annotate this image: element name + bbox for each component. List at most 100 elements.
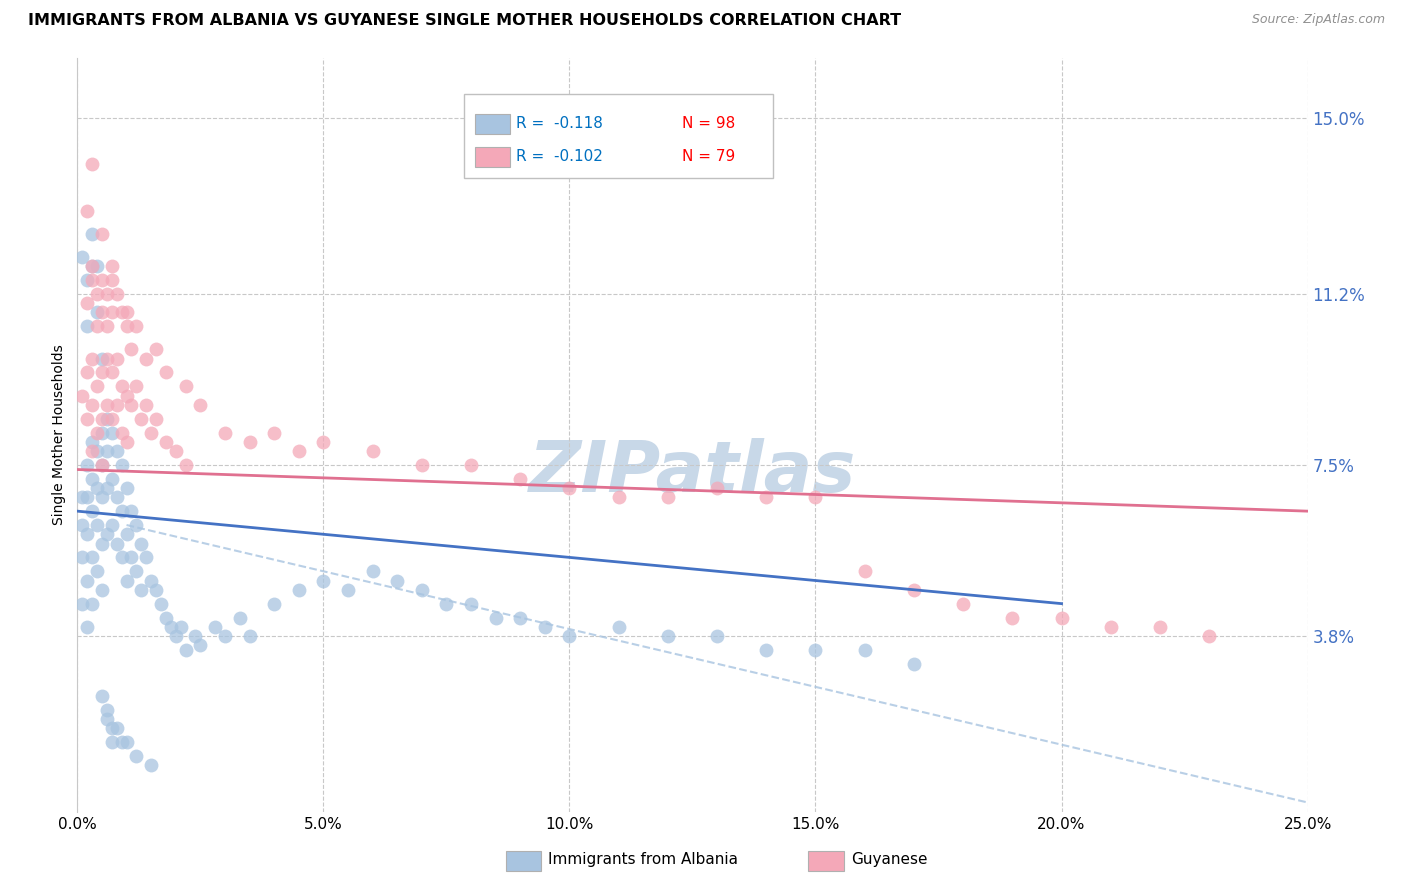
Point [121,550,143,565]
Point [96,703,118,717]
Point [86,564,108,578]
Point [1050,610,1073,624]
Point [165,444,187,458]
Point [184,629,207,643]
Point [86,305,108,319]
Point [76,458,98,472]
Point [90,458,114,472]
Point [86,259,108,273]
Point [125,749,148,764]
Point [82,351,104,366]
Point [76,203,98,218]
Point [121,398,143,412]
Point [174,379,197,393]
Point [1001,610,1024,624]
Point [509,472,531,486]
Point [288,444,311,458]
Point [90,490,114,504]
Point [96,398,118,412]
Point [70,550,93,565]
Point [129,582,153,597]
Point [101,735,124,749]
Point [174,643,197,657]
Point [141,758,163,772]
Point [657,490,679,504]
Point [105,490,128,504]
Point [755,643,778,657]
Point [111,425,132,440]
Point [82,504,104,518]
Point [90,582,114,597]
Point [96,527,118,541]
Point [135,398,157,412]
Point [121,343,143,357]
Y-axis label: Single Mother Households: Single Mother Households [52,344,66,525]
Point [125,564,148,578]
Point [534,620,557,634]
Point [111,735,132,749]
Point [263,425,285,440]
Text: IMMIGRANTS FROM ALBANIA VS GUYANESE SINGLE MOTHER HOUSEHOLDS CORRELATION CHART: IMMIGRANTS FROM ALBANIA VS GUYANESE SING… [28,13,901,29]
Point [96,286,118,301]
Point [86,481,108,495]
Point [155,434,177,449]
Point [337,582,360,597]
Point [288,582,311,597]
Point [86,319,108,334]
Point [70,388,93,402]
Point [706,629,728,643]
Point [263,597,285,611]
Point [105,398,128,412]
Point [82,259,104,273]
Point [141,574,163,588]
Point [82,550,104,565]
Point [70,490,93,504]
Point [115,574,138,588]
Point [101,722,124,736]
Point [214,629,236,643]
Point [1198,629,1220,643]
Point [952,597,974,611]
Point [853,564,876,578]
Point [90,366,114,380]
Point [115,481,138,495]
Point [228,610,252,624]
Text: Guyanese: Guyanese [851,853,927,867]
Point [115,434,138,449]
Point [312,574,335,588]
Point [76,319,98,334]
Text: R =  -0.118: R = -0.118 [516,117,603,131]
Point [90,305,114,319]
Point [361,564,384,578]
Point [101,411,124,425]
Point [82,259,104,273]
Point [460,458,482,472]
Point [155,610,177,624]
Point [86,518,108,533]
Point [188,398,212,412]
Point [101,518,124,533]
Point [105,444,128,458]
Point [76,620,98,634]
Point [82,444,104,458]
Point [82,227,104,241]
Point [101,425,124,440]
Point [111,504,132,518]
Point [101,273,124,287]
Point [96,411,118,425]
Point [657,629,679,643]
Point [150,597,173,611]
Point [1149,620,1171,634]
Point [903,582,925,597]
Point [129,411,153,425]
Point [90,273,114,287]
Point [90,689,114,703]
Point [82,273,104,287]
Point [96,481,118,495]
Point [607,490,630,504]
Point [111,305,132,319]
Point [105,536,128,550]
Point [312,434,335,449]
Point [155,366,177,380]
Point [174,458,197,472]
